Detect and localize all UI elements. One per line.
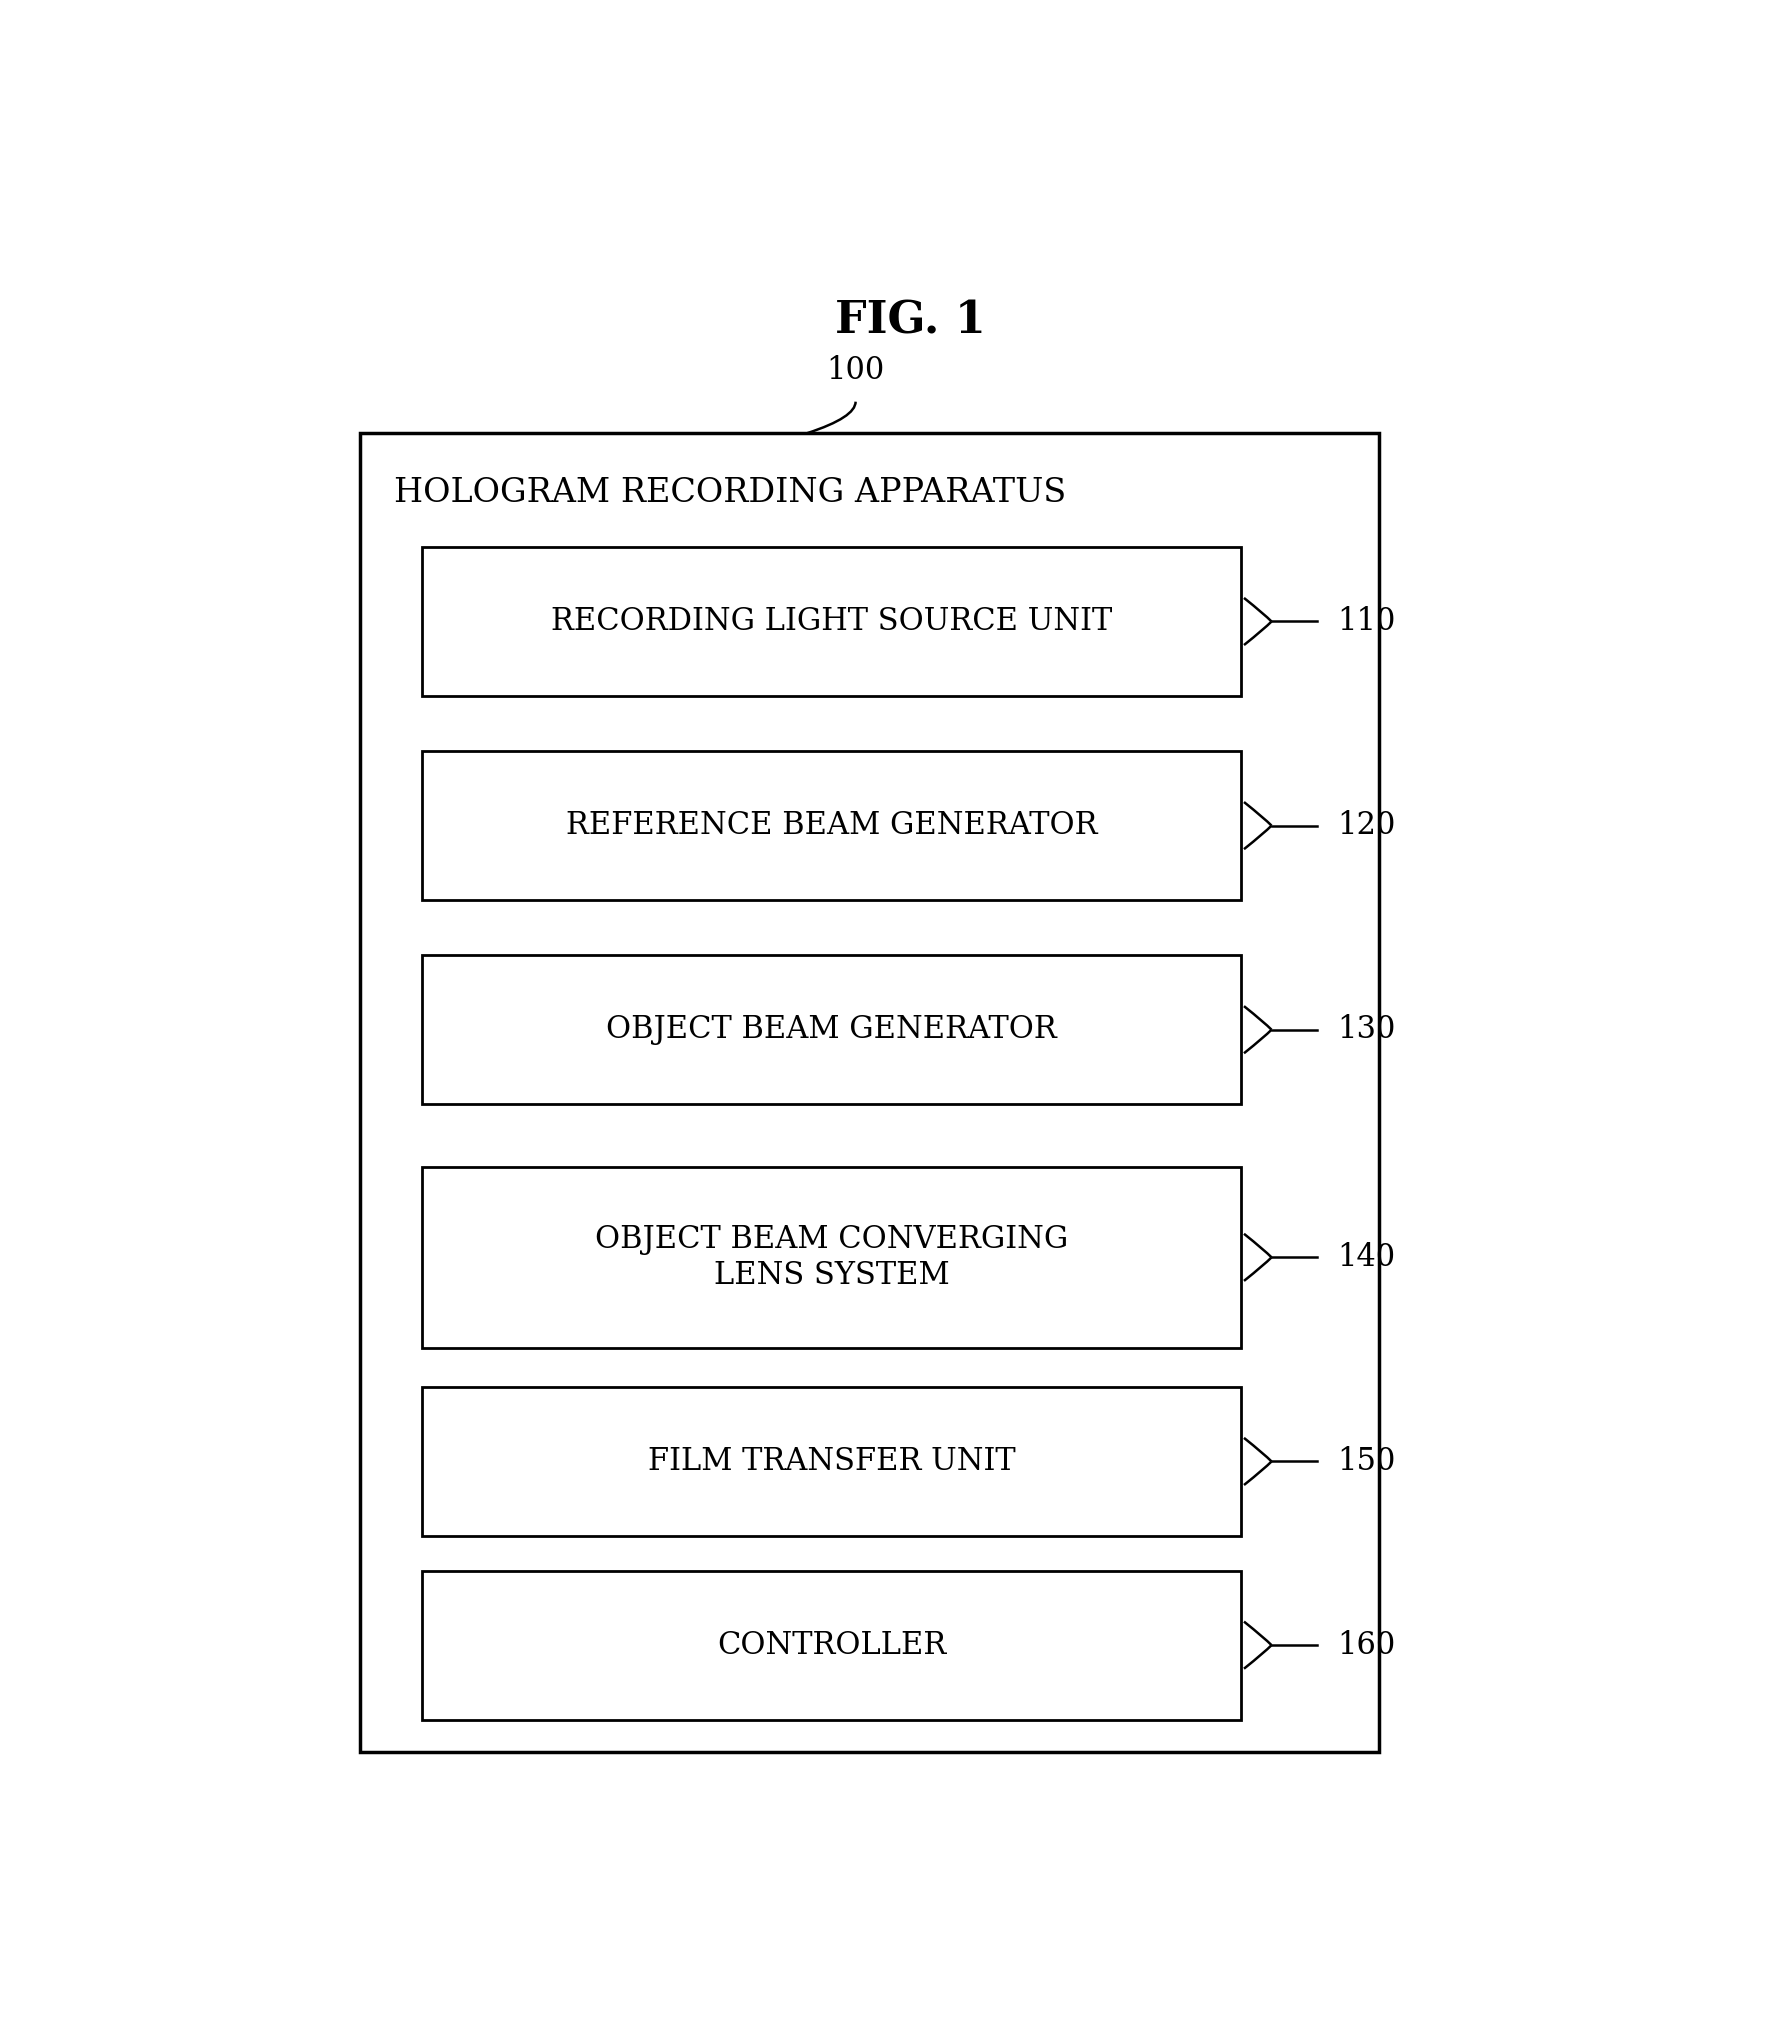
Text: FILM TRANSFER UNIT: FILM TRANSFER UNIT: [647, 1446, 1015, 1476]
Bar: [421, 1166, 1240, 1348]
Text: 110: 110: [1338, 606, 1397, 636]
Text: 130: 130: [1338, 1013, 1397, 1046]
Text: FIG. 1: FIG. 1: [835, 300, 986, 343]
Bar: [421, 546, 1240, 695]
Bar: [421, 954, 1240, 1105]
Bar: [359, 432, 1379, 1752]
Text: OBJECT BEAM CONVERGING
LENS SYSTEM: OBJECT BEAM CONVERGING LENS SYSTEM: [595, 1223, 1068, 1291]
Text: HOLOGRAM RECORDING APPARATUS: HOLOGRAM RECORDING APPARATUS: [394, 477, 1066, 510]
Bar: [421, 1387, 1240, 1535]
Text: 150: 150: [1338, 1446, 1397, 1476]
Text: RECORDING LIGHT SOURCE UNIT: RECORDING LIGHT SOURCE UNIT: [551, 606, 1112, 636]
Bar: [421, 1570, 1240, 1719]
Text: REFERENCE BEAM GENERATOR: REFERENCE BEAM GENERATOR: [565, 809, 1096, 842]
Text: 140: 140: [1338, 1242, 1395, 1272]
Text: OBJECT BEAM GENERATOR: OBJECT BEAM GENERATOR: [606, 1013, 1057, 1046]
Text: 160: 160: [1338, 1629, 1397, 1660]
Bar: [421, 750, 1240, 899]
Text: 100: 100: [826, 355, 885, 385]
Text: 120: 120: [1338, 809, 1397, 842]
Text: CONTROLLER: CONTROLLER: [716, 1629, 945, 1660]
